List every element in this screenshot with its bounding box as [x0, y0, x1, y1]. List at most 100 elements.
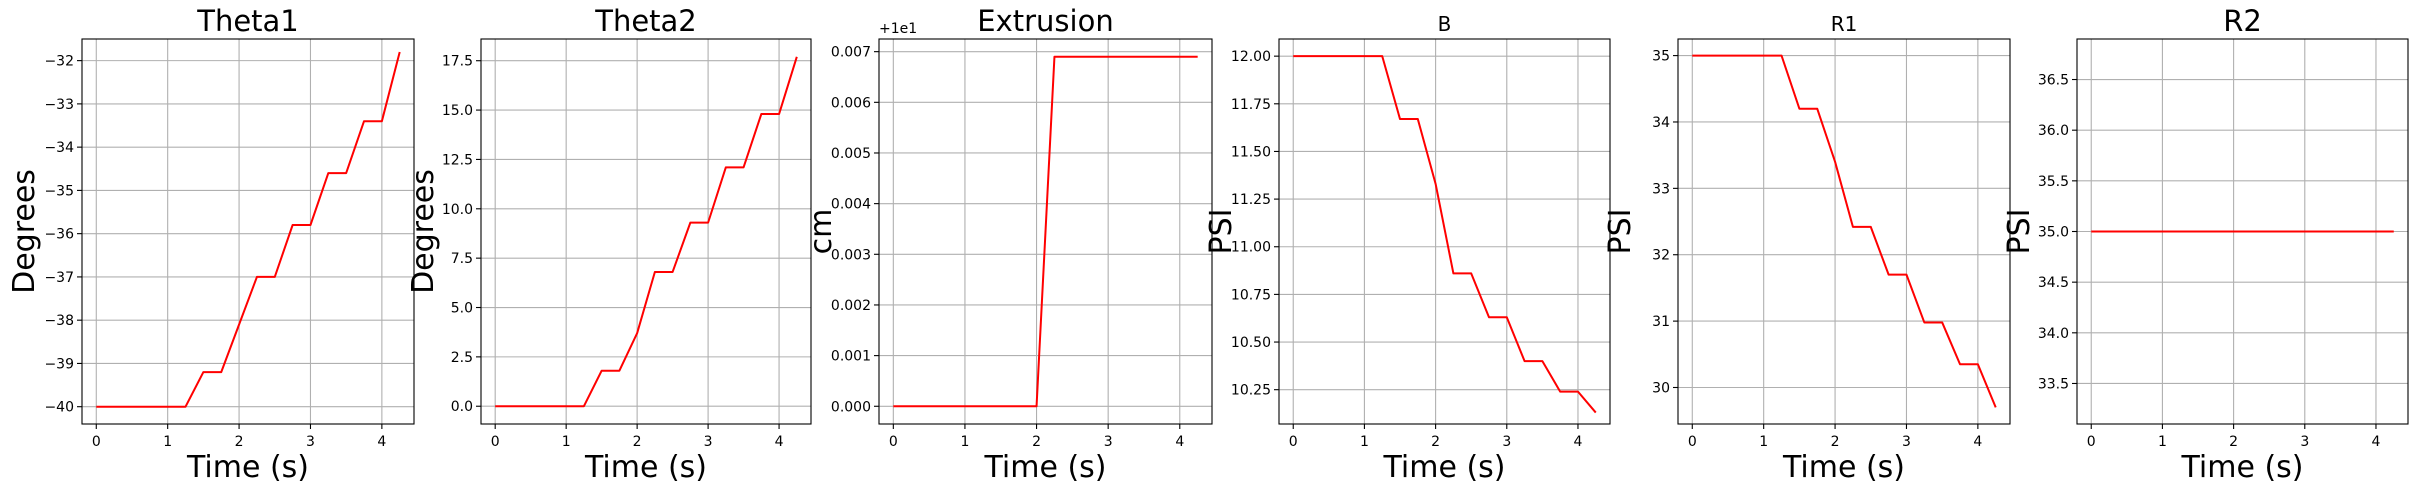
y-tick-label: 0.0	[451, 399, 473, 415]
chart-title: B	[1438, 12, 1452, 36]
y-axis-label: Degrees	[406, 169, 441, 294]
chart-title: R1	[1831, 12, 1858, 36]
y-tick-label: 0.003	[831, 247, 871, 263]
y-tick-label: 34.0	[2038, 326, 2069, 342]
x-tick-label: 0	[889, 434, 898, 450]
y-tick-label: 35	[1652, 49, 1670, 65]
axes-frame	[81, 38, 415, 425]
y-tick-label: 12.5	[442, 152, 473, 168]
x-tick-label: 1	[163, 434, 172, 450]
chart-title: Extrusion	[977, 4, 1113, 38]
x-tick-label: 0	[491, 434, 500, 450]
y-axis-label: PSI	[1603, 209, 1638, 255]
y-tick-label: 12.00	[1231, 49, 1271, 65]
x-tick-label: 1	[2158, 434, 2167, 450]
y-tick-label: −36	[44, 227, 74, 243]
y-tick-label: 36.5	[2038, 73, 2069, 89]
subplot-1: 0 1 2 3 4 −40 −39 −38 −37 −36 −35 −34 −33 −32 Theta1 Ti…	[7, 4, 415, 485]
y-tick-label: 2.5	[451, 350, 473, 366]
y-tick-label: 11.75	[1231, 97, 1271, 113]
x-tick-label: 3	[1104, 434, 1113, 450]
chart-title: Theta1	[196, 4, 299, 38]
axes-frame	[878, 38, 1213, 425]
y-tick-label: −35	[44, 183, 74, 199]
y-tick-label: −40	[44, 400, 74, 416]
x-tick-label: 3	[1502, 434, 1511, 450]
y-tick-label: 11.50	[1231, 144, 1271, 160]
y-tick-label: 0.000	[831, 399, 871, 415]
x-tick-label: 1	[562, 434, 571, 450]
y-tick-label: −32	[44, 54, 74, 70]
y-tick-label: 15.0	[442, 103, 473, 119]
data-line	[1692, 54, 1997, 408]
x-tick-label: 0	[1688, 434, 1697, 450]
axes-frame	[480, 38, 812, 425]
x-tick-label: 2	[633, 434, 642, 450]
y-tick-label: 0.001	[831, 349, 871, 365]
x-tick-label: 4	[1973, 434, 1982, 450]
x-tick-label: 0	[1289, 434, 1298, 450]
x-tick-label: 0	[2087, 434, 2096, 450]
x-tick-label: 1	[960, 434, 969, 450]
x-tick-label: 3	[704, 434, 713, 450]
y-tick-label: 32	[1652, 248, 1670, 264]
x-tick-label: 2	[235, 434, 244, 450]
y-tick-label: 10.25	[1231, 383, 1271, 399]
data-line	[495, 56, 798, 408]
x-tick-label: 4	[775, 434, 784, 450]
y-tick-label: 10.75	[1231, 287, 1271, 303]
y-tick-label: 11.00	[1231, 240, 1271, 256]
y-axis-label: PSI	[2002, 209, 2037, 255]
y-tick-label: 31	[1652, 314, 1670, 330]
x-tick-label: 1	[1759, 434, 1768, 450]
y-tick-label: 10.0	[442, 202, 473, 218]
y-tick-label: 5.0	[451, 301, 473, 317]
chart-title: Theta2	[594, 4, 697, 38]
x-tick-label: 1	[1360, 434, 1369, 450]
x-tick-label: 2	[1831, 434, 1840, 450]
y-tick-label: 33.5	[2038, 376, 2069, 392]
x-axis-label: Time (s)	[2181, 450, 2304, 485]
data-line	[96, 51, 401, 408]
x-tick-label: 4	[377, 434, 386, 450]
x-tick-label: 4	[1574, 434, 1583, 450]
x-tick-label: 2	[2229, 434, 2238, 450]
y-tick-label: −33	[44, 97, 74, 113]
y-tick-label: 0.006	[831, 95, 871, 111]
data-line	[893, 55, 1198, 408]
x-axis-label: Time (s)	[1782, 450, 1905, 485]
axes-frame	[1677, 38, 2011, 425]
y-tick-label: 0.004	[831, 197, 871, 213]
x-tick-label: 3	[306, 434, 315, 450]
y-tick-label: 17.5	[442, 54, 473, 70]
chart-title: R2	[2223, 4, 2262, 38]
y-tick-label: 30	[1652, 380, 1670, 396]
x-axis-label: Time (s)	[584, 450, 707, 485]
y-tick-label: −34	[44, 140, 74, 156]
subplot-4: 0 1 2 3 4 10.25 10.50 10.75 11.00 11.25 11.50 11.75…	[1204, 12, 1611, 485]
y-tick-label: 35.0	[2038, 225, 2069, 241]
x-tick-label: 2	[1431, 434, 1440, 450]
x-tick-label: 3	[2300, 434, 2309, 450]
y-tick-label: 35.5	[2038, 174, 2069, 190]
y-tick-label: −39	[44, 356, 74, 372]
subplot-6: 0 1 2 3 4 33.5 34.0 34.5 35.0 35.5 36.0 36.5 R2 Time …	[2002, 4, 2409, 485]
y-tick-label: 10.50	[1231, 335, 1271, 351]
x-tick-label: 4	[1175, 434, 1184, 450]
y-tick-label: 34	[1652, 115, 1670, 131]
subplot-3: 0 1 2 3 4 0.000 0.001 0.002 0.003 0.004 0.005 0.006…	[804, 4, 1213, 485]
x-tick-label: 4	[2372, 434, 2381, 450]
y-axis-label: cm	[804, 209, 839, 255]
y-tick-label: 0.005	[831, 146, 871, 162]
subplot-2: 0 1 2 3 4 0.0 2.5 5.0 7.5 10.0 12.5 15.0 17.5 Theta2 T…	[406, 4, 812, 485]
y-tick-label: 36.0	[2038, 123, 2069, 139]
x-tick-label: 0	[92, 434, 101, 450]
y-tick-label: −37	[44, 270, 74, 286]
x-tick-label: 3	[1902, 434, 1911, 450]
y-tick-label: 0.002	[831, 298, 871, 314]
y-tick-label: 11.25	[1231, 192, 1271, 208]
y-tick-label: 0.007	[831, 45, 871, 61]
axis-offset-label: +1e1	[879, 21, 917, 37]
